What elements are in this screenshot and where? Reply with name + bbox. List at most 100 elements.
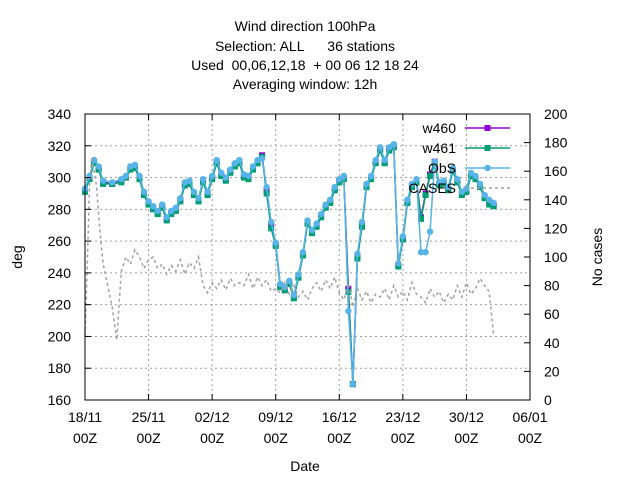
data-point-obs: [154, 207, 161, 215]
data-point-obs: [322, 201, 329, 208]
y2-tick-label: 40: [544, 335, 560, 351]
data-point-obs: [372, 156, 379, 164]
legend-label-obs: ObS: [428, 160, 456, 176]
legend: w460 w461 ObS CASES: [409, 120, 510, 196]
data-point-obs: [340, 172, 348, 180]
data-point-obs: [472, 172, 479, 180]
data-point-obs: [299, 249, 307, 256]
data-point-obs: [99, 177, 107, 184]
data-point-obs: [199, 175, 207, 183]
data-point-obs: [331, 183, 338, 191]
data-point-obs: [449, 164, 457, 172]
data-point-obs: [349, 380, 357, 388]
data-point-obs: [122, 172, 130, 180]
y-tick-label: 160: [48, 392, 72, 408]
data-point-obs: [213, 156, 220, 164]
y-tick-label: 200: [48, 328, 72, 344]
y2-tick-label: 100: [544, 249, 568, 265]
data-point-obs: [249, 163, 257, 170]
x-tick-label: 16/12: [322, 409, 357, 425]
data-point-obs: [177, 195, 184, 202]
x-tick-label: 25/11: [132, 409, 166, 425]
x-tick-label: 30/12: [449, 409, 484, 425]
y-tick-label: 180: [48, 360, 72, 376]
data-point-obs: [490, 199, 497, 207]
y2-axis-label: No cases: [589, 228, 605, 286]
axis-ticks: 160 180 200 220 240 260 280 300 320 340 0 20 40 60 80 1…: [48, 106, 568, 446]
data-point-obs: [417, 249, 425, 256]
x-tick-label-hour: 00Z: [264, 430, 289, 446]
data-point-obs: [395, 260, 402, 267]
x-tick-label-hour: 00Z: [327, 430, 352, 446]
data-point-obs: [440, 177, 447, 184]
x-tick-label-hour: 00Z: [73, 430, 98, 446]
data-point-obs: [467, 169, 475, 176]
data-point-obs: [95, 163, 102, 170]
data-point-obs: [158, 201, 166, 208]
data-point-obs: [195, 195, 202, 202]
y2-tick-label: 80: [544, 278, 560, 294]
data-point-obs: [345, 307, 352, 315]
x-tick-label: 18/11: [68, 409, 102, 425]
x-axis-label: Date: [290, 458, 320, 474]
x-tick-label-hour: 00Z: [391, 430, 416, 446]
series-layer: [81, 140, 497, 388]
data-point-obs: [109, 179, 116, 186]
data-point-obs: [431, 158, 438, 165]
data-point-obs: [336, 175, 343, 183]
data-point-obs: [295, 271, 302, 278]
y-axis-label: deg: [9, 245, 25, 268]
data-point-obs: [186, 177, 193, 184]
data-point-obs: [304, 217, 311, 224]
y2-tick-label: 0: [544, 392, 552, 408]
data-point-obs: [258, 155, 266, 162]
data-point-obs: [308, 226, 316, 234]
data-point-obs: [485, 196, 493, 203]
data-point-obs: [231, 160, 239, 167]
legend-label-cases: CASES: [409, 180, 456, 196]
data-point-w461: [427, 172, 434, 179]
data-point-obs: [204, 188, 211, 196]
data-point-obs: [208, 172, 216, 180]
data-point-w461: [422, 192, 429, 199]
y-tick-label: 280: [48, 201, 72, 217]
data-point-obs: [445, 183, 452, 191]
y2-tick-label: 20: [544, 363, 560, 379]
data-point-obs: [222, 174, 229, 181]
legend-marker-obs: [484, 164, 491, 172]
y-tick-label: 320: [48, 138, 72, 154]
data-point-obs: [227, 166, 234, 173]
y-tick-label: 220: [48, 297, 72, 313]
legend-label-w461: w461: [422, 140, 457, 156]
series-obs: [81, 140, 497, 388]
series-line-cases: [84, 156, 495, 341]
x-tick-label: 06/01: [512, 409, 547, 425]
y2-tick-label: 180: [544, 135, 568, 151]
data-point-obs: [426, 228, 434, 235]
data-point-obs: [149, 202, 157, 210]
y-tick-label: 240: [48, 265, 72, 281]
data-point-obs: [386, 144, 393, 151]
x-tick-label: 02/12: [195, 409, 230, 425]
x-tick-label-hour: 00Z: [454, 430, 479, 446]
data-point-obs: [317, 210, 325, 218]
legend-label-w460: w460: [422, 120, 457, 136]
data-point-w461: [486, 201, 493, 208]
x-tick-label-hour: 00Z: [137, 430, 162, 446]
y-tick-label: 340: [48, 106, 72, 122]
data-point-obs: [190, 188, 198, 196]
data-point-obs: [422, 249, 429, 256]
y-tick-label: 300: [48, 170, 72, 186]
y-tick-label: 260: [48, 233, 72, 249]
chart-title: Wind direction 100hPa Selection: ALL 36 …: [191, 18, 419, 92]
data-point-obs: [163, 214, 170, 221]
title-line-4: Averaging window: 12h: [233, 76, 378, 92]
data-point-obs: [404, 196, 411, 203]
data-point-obs: [290, 291, 298, 299]
legend-marker-w460: [484, 125, 491, 131]
x-tick-label-hour: 00Z: [200, 430, 225, 446]
data-point-obs: [236, 156, 243, 164]
legend-marker-w461: [484, 145, 491, 151]
data-point-obs: [140, 188, 148, 196]
data-point-obs: [413, 175, 420, 183]
